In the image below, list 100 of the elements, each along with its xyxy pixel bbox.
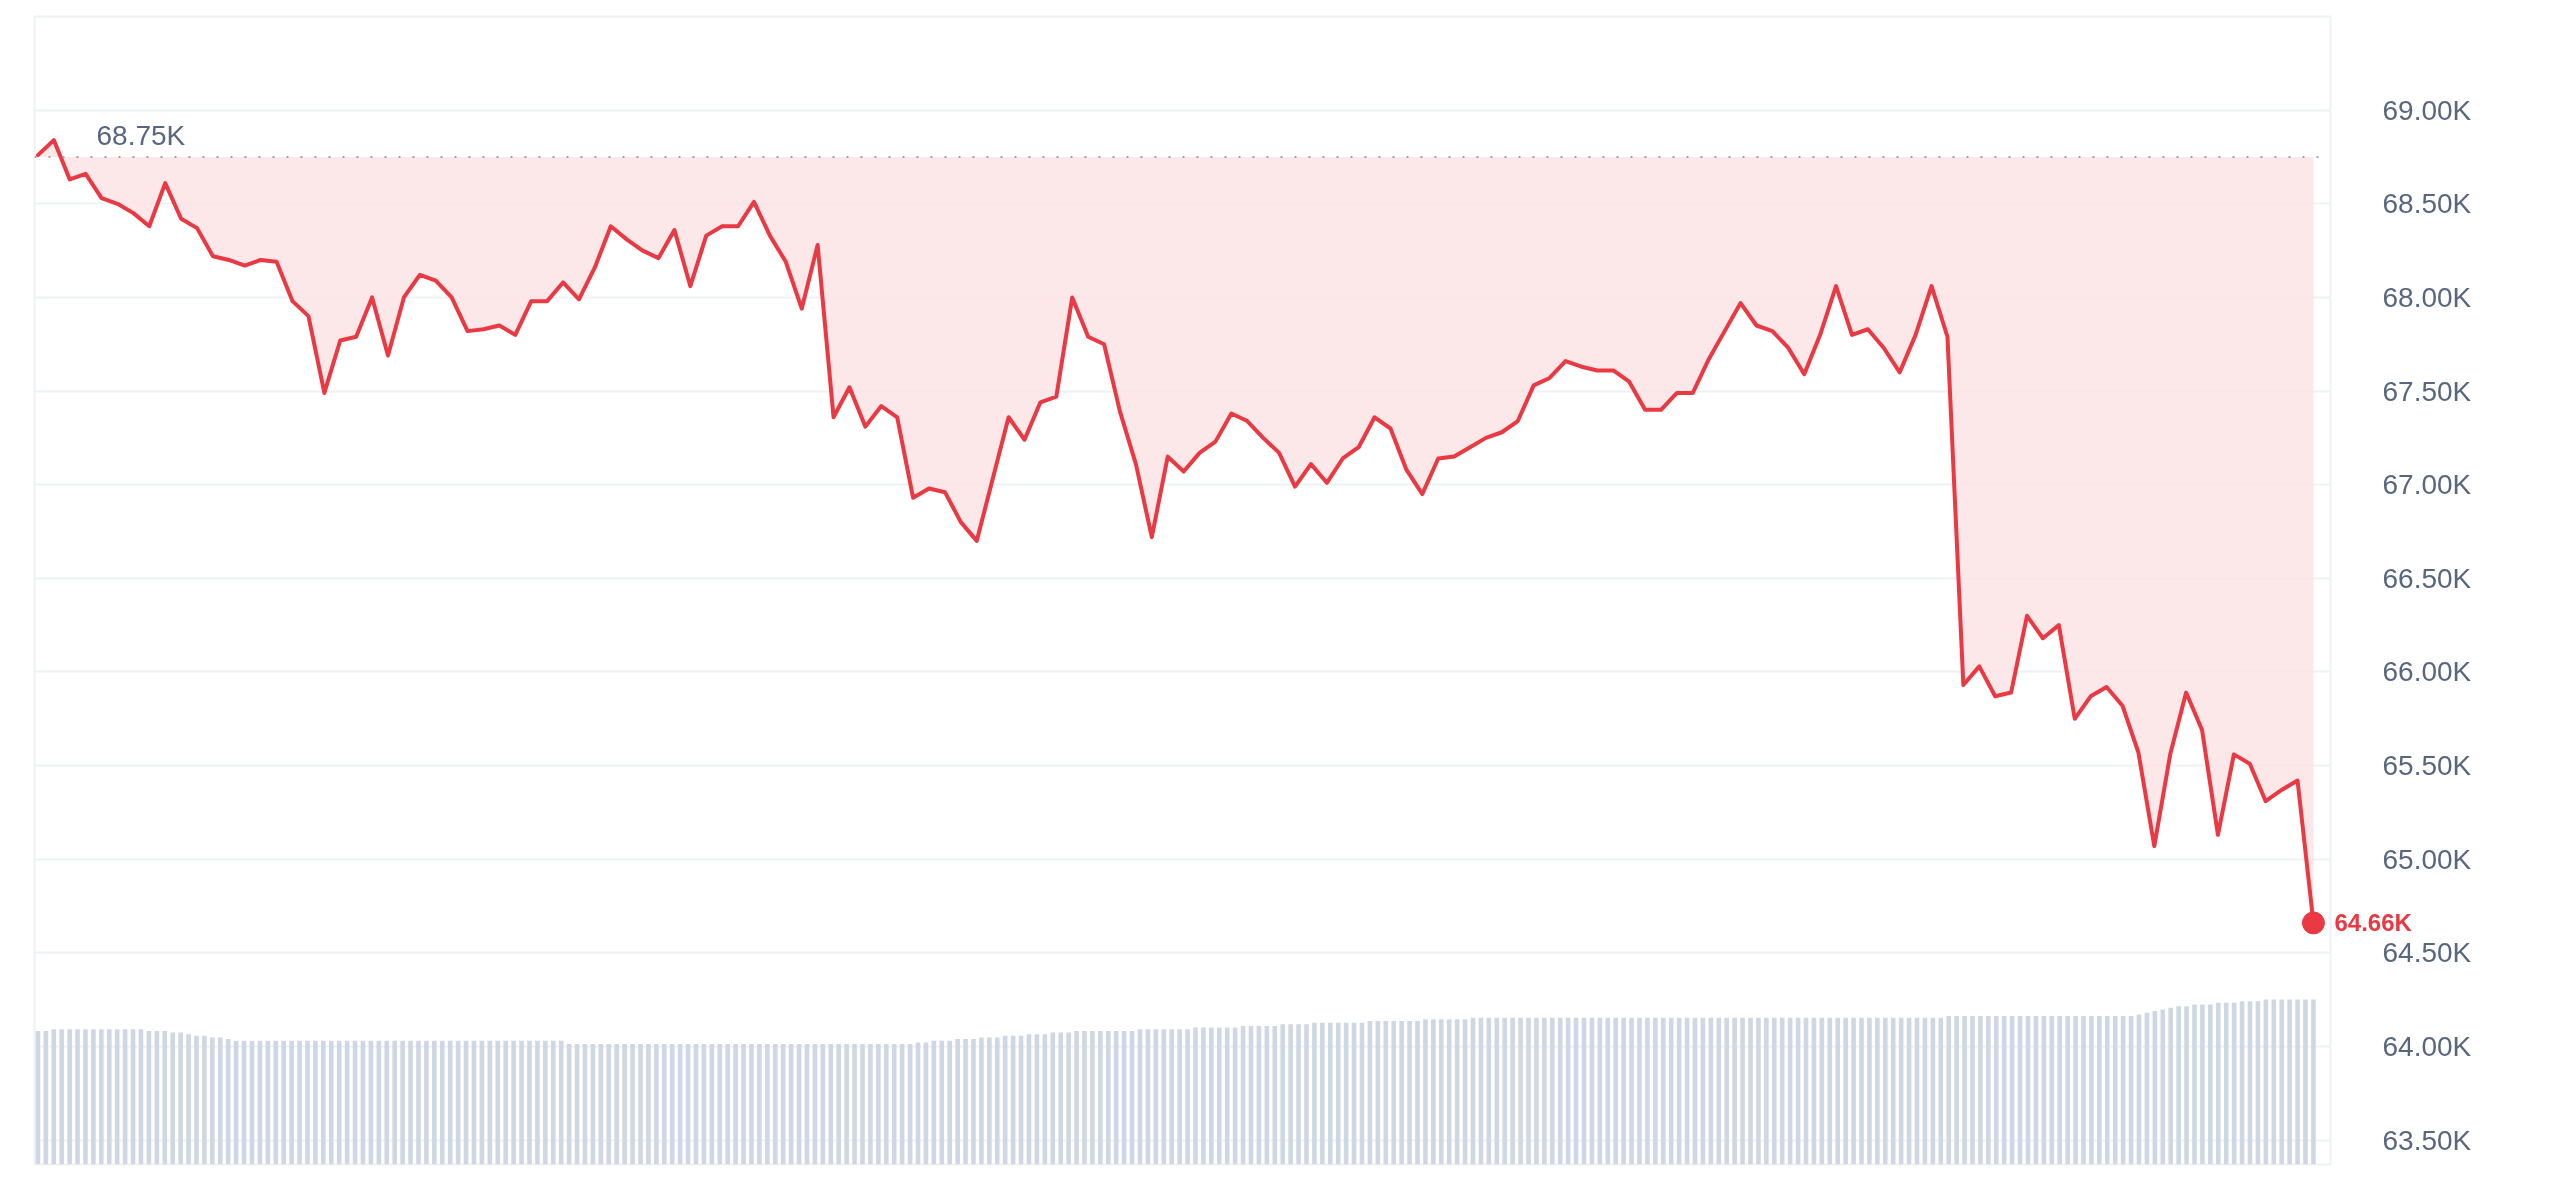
bar: [2049, 1016, 2055, 1165]
bar: [2295, 999, 2300, 1165]
bar: [733, 1044, 738, 1165]
bar: [638, 1044, 643, 1165]
y-tick-label: 66.00K: [2382, 656, 2472, 688]
bar: [772, 1044, 778, 1165]
bar: [281, 1040, 286, 1165]
bar: [2073, 1016, 2078, 1165]
ref-line-label: 68.75K: [96, 119, 186, 151]
bar: [1280, 1024, 1286, 1165]
bar: [1740, 1017, 1745, 1165]
bar: [273, 1040, 279, 1165]
bar: [1002, 1035, 1008, 1165]
bar: [1835, 1017, 1841, 1165]
y-tick-label: 67.50K: [2382, 375, 2472, 407]
bar: [2065, 1016, 2070, 1165]
bar: [321, 1040, 326, 1165]
bar: [622, 1044, 627, 1165]
bar: [939, 1040, 945, 1165]
bar: [2160, 1009, 2166, 1165]
bar: [1335, 1022, 1341, 1165]
bar: [1843, 1017, 1848, 1165]
bar: [1827, 1017, 1833, 1165]
bar: [1209, 1027, 1214, 1165]
bar: [2057, 1016, 2063, 1165]
bar: [1716, 1017, 1722, 1165]
bar: [987, 1037, 992, 1165]
bar: [1296, 1024, 1301, 1165]
bar: [717, 1044, 723, 1165]
bar: [336, 1040, 342, 1165]
bar: [1526, 1017, 1531, 1165]
bar: [1050, 1032, 1056, 1165]
bar: [400, 1040, 405, 1165]
bar: [543, 1040, 548, 1165]
bar: [1391, 1020, 1397, 1165]
y-tick-label: 66.50K: [2382, 562, 2472, 594]
bar: [495, 1040, 501, 1165]
bar: [1320, 1022, 1325, 1165]
bar: [2112, 1016, 2118, 1165]
bar: [305, 1040, 310, 1165]
bar: [1177, 1029, 1182, 1165]
y-tick-label: 65.50K: [2382, 750, 2472, 782]
bar: [836, 1044, 842, 1165]
bar: [527, 1040, 532, 1165]
bar: [646, 1044, 651, 1165]
bar: [519, 1040, 524, 1165]
bar: [1756, 1017, 1761, 1165]
bar: [1201, 1027, 1206, 1165]
bar: [749, 1044, 754, 1165]
bar: [558, 1040, 564, 1165]
bar: [1438, 1019, 1444, 1165]
bar: [1169, 1029, 1175, 1165]
bar: [202, 1035, 207, 1165]
bar: [1645, 1017, 1650, 1165]
bar: [979, 1037, 984, 1165]
bar: [741, 1044, 746, 1165]
bar: [432, 1040, 437, 1165]
bar: [971, 1039, 976, 1165]
bar: [1771, 1017, 1777, 1165]
bar: [1407, 1020, 1412, 1165]
bar: [1193, 1027, 1198, 1165]
bar: [384, 1040, 390, 1165]
y-tick-label: 63.50K: [2382, 1124, 2472, 1156]
bar: [194, 1035, 199, 1165]
bar: [1732, 1017, 1737, 1165]
bar: [1518, 1017, 1523, 1165]
bar: [2192, 1004, 2197, 1165]
bar: [614, 1044, 619, 1165]
bar: [1494, 1017, 1500, 1165]
bar: [1613, 1017, 1619, 1165]
bar: [1993, 1016, 1999, 1165]
bar: [210, 1037, 215, 1165]
bar: [550, 1040, 556, 1165]
bar: [1882, 1017, 1888, 1165]
bar: [955, 1039, 960, 1165]
bar: [503, 1040, 508, 1165]
bar: [1946, 1016, 1952, 1165]
bar: [669, 1044, 675, 1165]
y-tick-label: 65.00K: [2382, 843, 2472, 875]
bar: [1867, 1017, 1872, 1165]
bar: [1764, 1017, 1769, 1165]
bar: [1557, 1017, 1563, 1165]
bar: [1224, 1027, 1230, 1165]
y-tick-label: 67.00K: [2382, 469, 2472, 501]
bar: [51, 1029, 57, 1165]
bar: [963, 1039, 968, 1165]
bar: [289, 1040, 294, 1165]
bar: [2287, 999, 2292, 1165]
bar: [1288, 1024, 1293, 1165]
bar: [1399, 1020, 1404, 1165]
bar: [1431, 1019, 1436, 1165]
bar: [2001, 1016, 2007, 1165]
bar: [1423, 1019, 1428, 1165]
bar: [313, 1040, 318, 1165]
bar: [2311, 999, 2316, 1165]
bar: [2104, 1016, 2110, 1165]
bar: [2097, 1016, 2102, 1165]
bar: [1534, 1017, 1539, 1165]
bar: [1962, 1016, 1967, 1165]
y-tick-label: 68.00K: [2382, 281, 2472, 313]
